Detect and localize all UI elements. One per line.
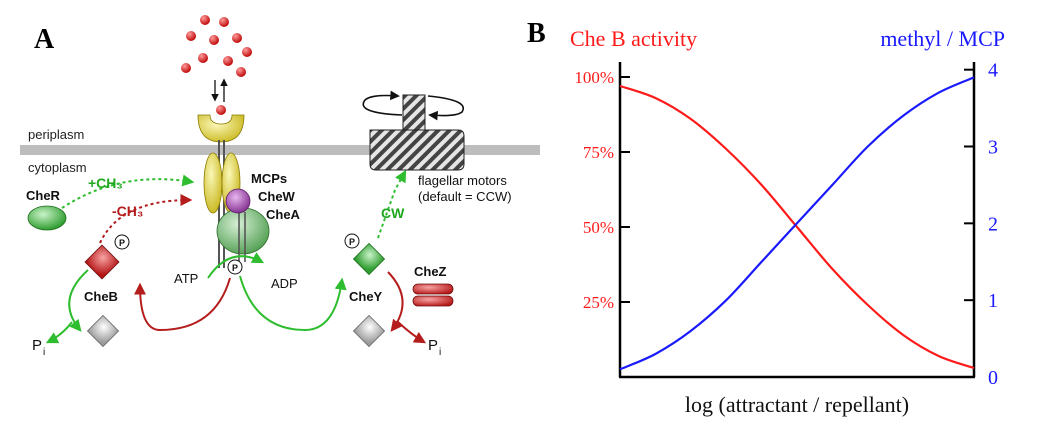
cw-label: CW <box>381 205 405 221</box>
pi-left-label: P <box>32 337 42 354</box>
chez-protein-top <box>412 283 454 295</box>
motor-rotation-arrow-left <box>362 90 403 116</box>
atp-label: ATP <box>174 271 198 286</box>
mcps-label: MCPs <box>251 171 287 186</box>
chew-label: CheW <box>258 189 296 204</box>
pi-right-label: P <box>428 337 438 354</box>
right-tick-label: 2 <box>988 213 998 235</box>
pi-right-subscript: i <box>439 347 441 358</box>
chea-phosphate-label: P <box>232 263 238 273</box>
chey-phosphate-label: P <box>349 237 355 247</box>
cytoplasm-label: cytoplasm <box>28 160 87 175</box>
atp-to-adp-arrow <box>207 252 265 279</box>
pi-left-subscript: i <box>43 347 45 358</box>
cher-protein <box>27 205 67 231</box>
right-tick-label: 3 <box>988 137 998 159</box>
pi-release-arrow-left <box>45 321 73 344</box>
cw-signal-arrow <box>377 169 407 239</box>
bound-ligand <box>216 105 226 115</box>
chey-phosphate <box>344 233 360 249</box>
methyl-mcp-line <box>619 76 975 371</box>
series-lines <box>619 76 975 371</box>
flagellar-motor <box>369 94 465 171</box>
right-tick-label: 1 <box>988 290 998 312</box>
left-tick-label: 50% <box>583 218 614 237</box>
chey-dephosphorylation-arrow <box>387 271 404 332</box>
adp-label: ADP <box>271 276 298 291</box>
minus-ch3-label: -CH₃ <box>112 203 143 219</box>
chea-phosphate <box>227 259 243 275</box>
ligand-cluster <box>181 15 252 77</box>
panel-b: B Che B activity methyl / MCP 25% 50% 75% 1… <box>527 18 1005 417</box>
right-axis-ticks: 0 1 2 3 4 <box>964 60 998 389</box>
methylation-arrow <box>61 174 195 209</box>
pi-release-arrow-right <box>397 321 427 344</box>
cheb-phosphorylated <box>84 244 120 280</box>
cheb-dephosphorylation-arrow <box>68 269 89 332</box>
chey-phosphorylated <box>352 242 386 276</box>
motors-label-line1: flagellar motors <box>418 173 507 188</box>
periplasm-label: periplasm <box>28 127 84 142</box>
plus-ch3-label: +CH₃ <box>88 175 123 191</box>
left-tick-label: 75% <box>583 143 614 162</box>
membrane <box>20 145 540 155</box>
chey-label: CheY <box>349 289 383 304</box>
chea-label: CheA <box>266 207 301 222</box>
chew-protein <box>225 188 251 214</box>
right-axis-title: methyl / MCP <box>880 26 1005 51</box>
chey-phosphorylation-arrow <box>239 275 347 332</box>
left-axis-ticks: 25% 50% 75% 100% <box>574 68 630 312</box>
cheb-inactive <box>86 314 120 348</box>
chez-label: CheZ <box>414 264 447 279</box>
left-axis-title: Che B activity <box>570 26 697 51</box>
right-tick-label: 4 <box>988 60 998 82</box>
left-tick-label: 25% <box>583 293 614 312</box>
right-tick-label: 0 <box>988 367 998 389</box>
left-tick-label: 100% <box>574 68 614 87</box>
panel-a-letter: A <box>34 24 55 55</box>
panel-b-letter: B <box>527 18 546 49</box>
cher-label: CheR <box>26 188 61 203</box>
cheb-phosphate <box>114 234 130 250</box>
cheb-phosphate-label: P <box>119 238 125 248</box>
motor-rotation-arrow-right <box>427 95 465 121</box>
mcp-cytoplasmic-left <box>203 152 223 214</box>
x-axis-title: log (attractant / repellant) <box>685 392 909 417</box>
cheb-label: CheB <box>84 289 118 304</box>
demethylation-arrow <box>99 194 193 244</box>
cheb-activity-line <box>619 84 975 370</box>
chart-plot-area: 25% 50% 75% 100% 0 1 2 3 4 <box>574 60 998 389</box>
chey-inactive <box>352 314 386 348</box>
chea-protein <box>216 207 270 255</box>
panel-a: A periplasm cytoplasm <box>20 15 540 358</box>
motors-label-line2: (default = CCW) <box>418 189 512 204</box>
cheb-phosphorylation-arrow <box>134 277 231 332</box>
chez-protein-bottom <box>412 295 454 307</box>
receptor-periplasmic-domain <box>197 114 245 143</box>
